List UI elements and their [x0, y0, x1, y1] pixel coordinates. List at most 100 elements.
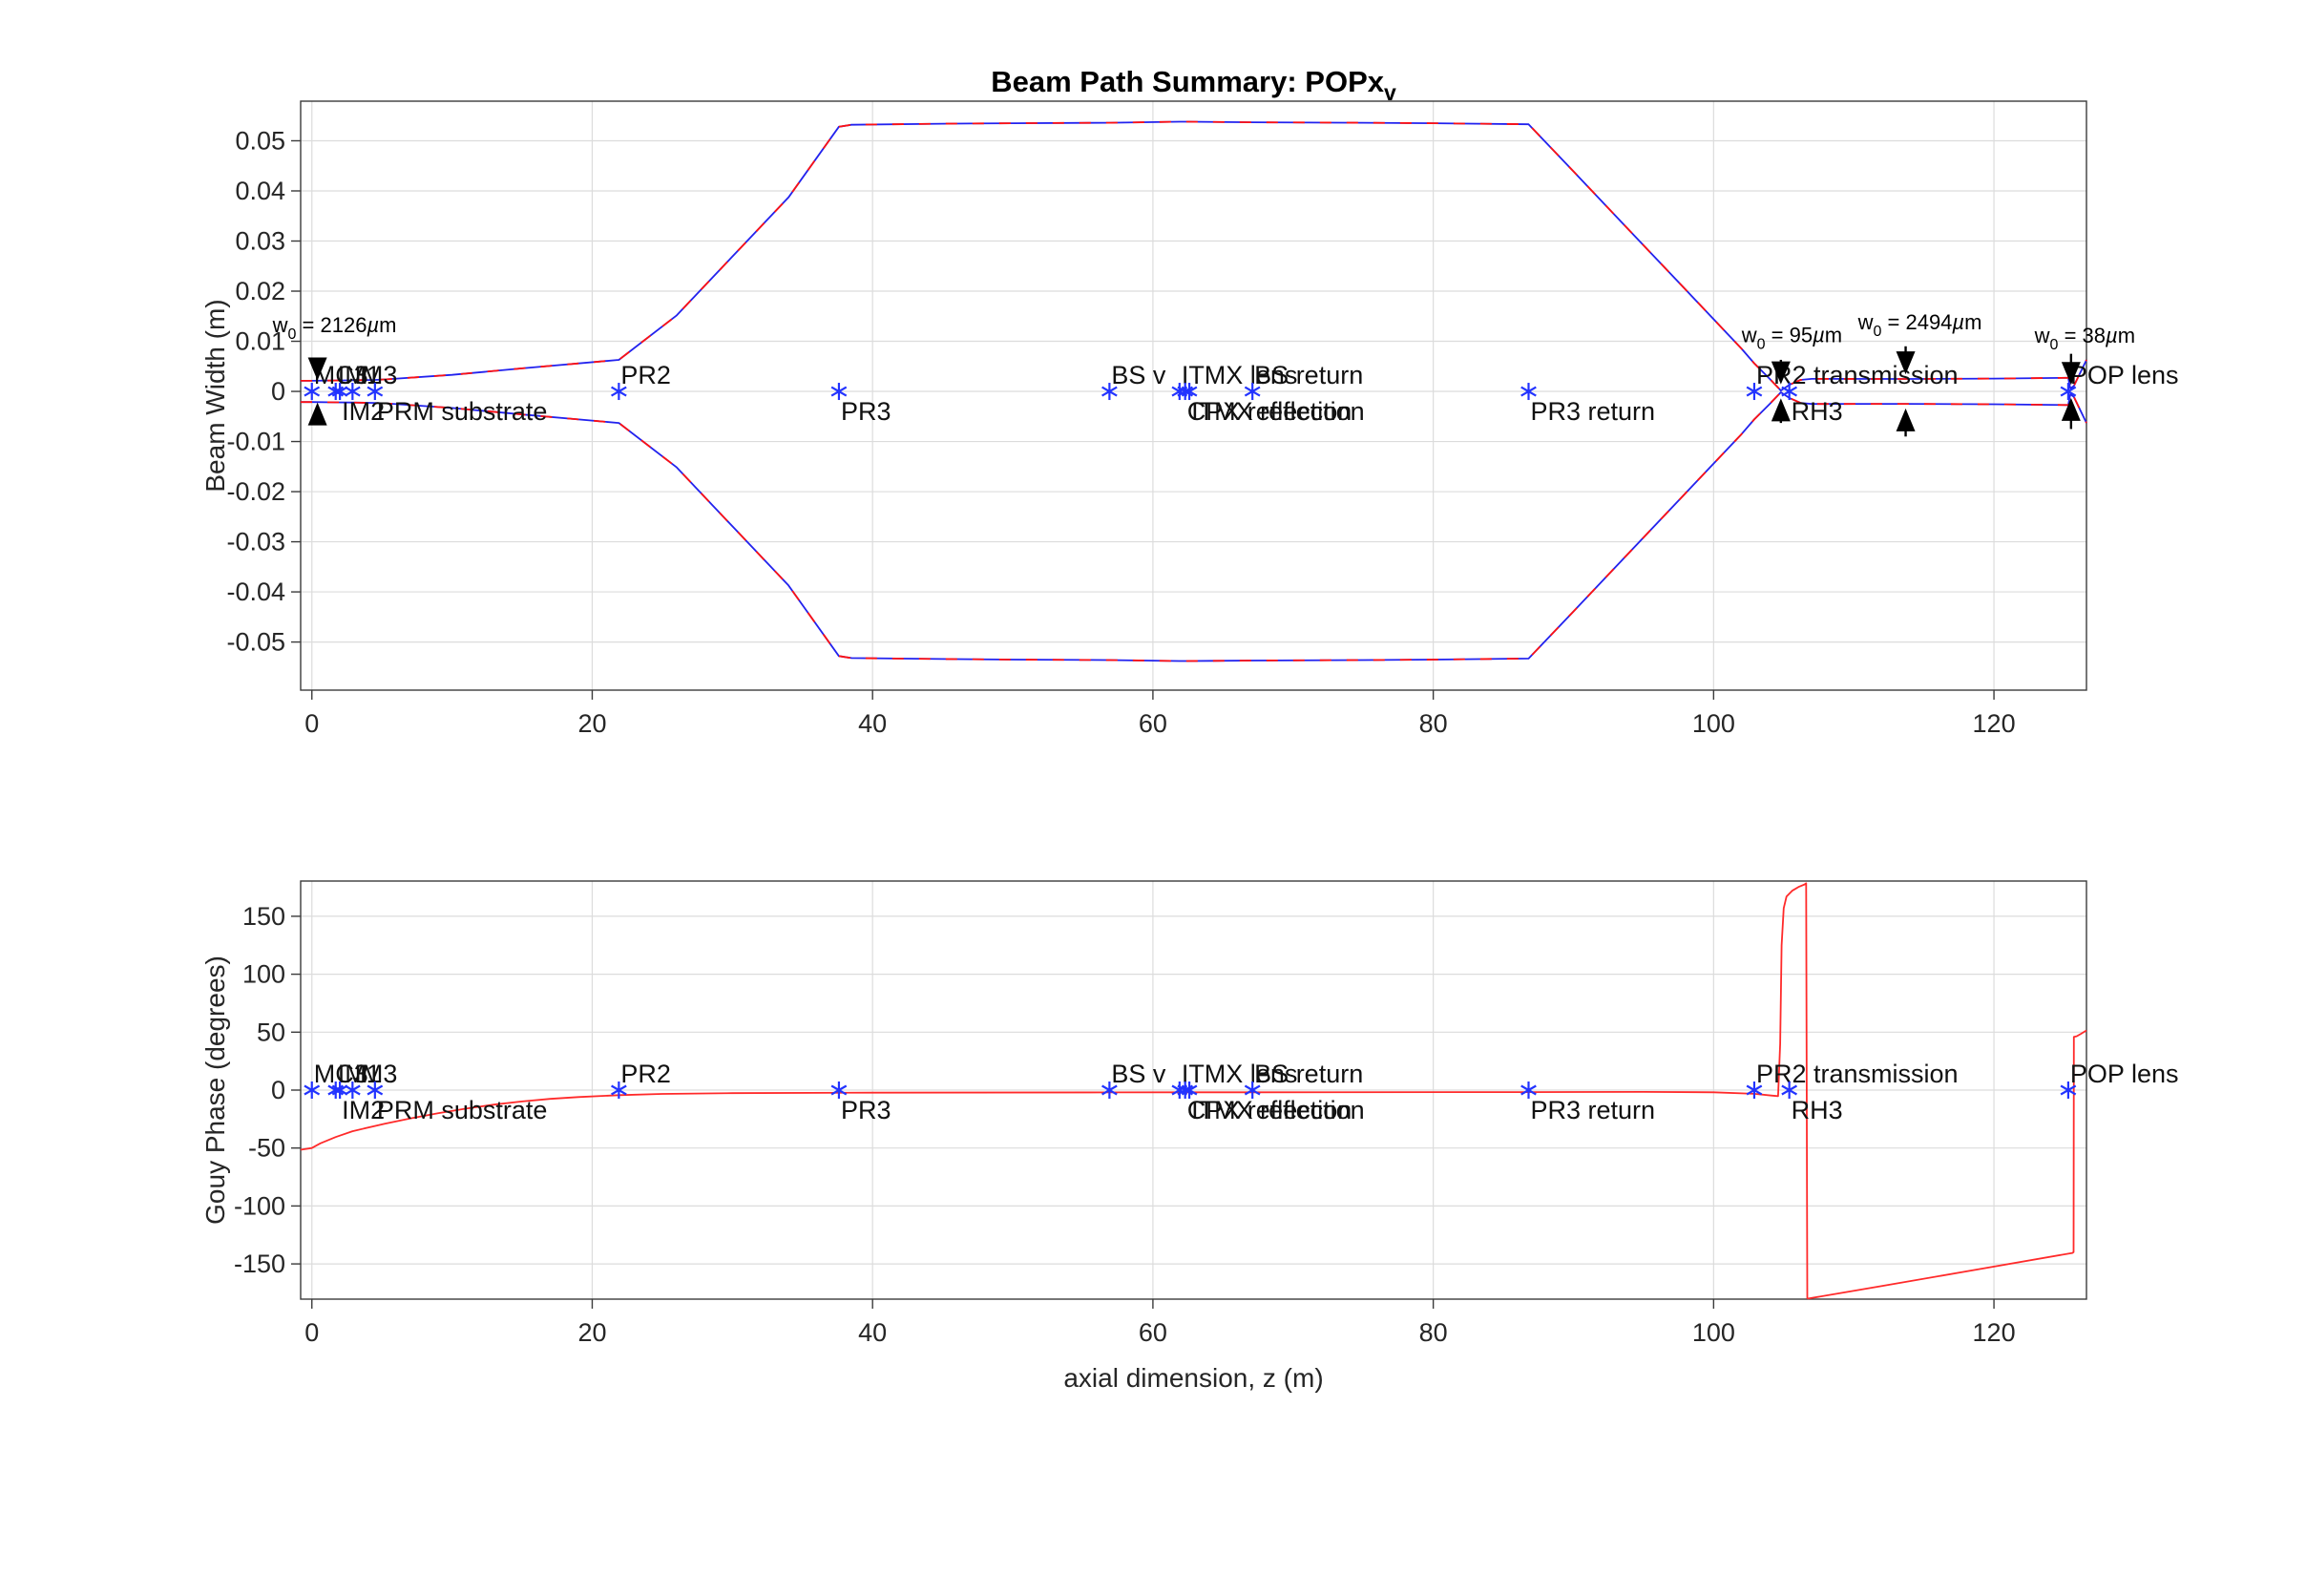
- optic-label: PR2 transmission: [1756, 1060, 1959, 1088]
- optic-marker-spoke: [1520, 386, 1537, 397]
- optic-marker-spoke: [1244, 386, 1261, 397]
- y-tick-label: -0.05: [226, 628, 285, 657]
- waist-arrow-head-down: [1896, 351, 1916, 375]
- beam-envelope-lower-blue: [301, 391, 2087, 662]
- optic-marker-spoke: [1781, 386, 1798, 397]
- optic-marker-spoke: [1746, 386, 1763, 397]
- waist-annotation-text: w0 = 38µm: [2034, 324, 2135, 353]
- waist-annotation-text: w0 = 95µm: [1741, 324, 1842, 353]
- optic-marker-spoke: [830, 1084, 848, 1096]
- y-axis-label: Gouy Phase (degrees): [200, 956, 230, 1225]
- y-tick-label: -0.02: [226, 477, 285, 506]
- y-tick-label: -50: [248, 1134, 285, 1163]
- y-tick-label: -0.03: [226, 528, 285, 556]
- beam-envelope-upper-red: [301, 120, 2087, 392]
- optic-label: RH3: [1792, 1096, 1843, 1124]
- x-tick-label: 20: [577, 1318, 606, 1347]
- optic-marker-spoke: [1101, 386, 1118, 397]
- optic-label: MC3: [314, 1060, 368, 1088]
- y-tick-label: 0.01: [235, 327, 285, 356]
- optic-marker-spoke: [1244, 1084, 1261, 1096]
- waist-annotation-text: w0 = 2126µm: [272, 313, 397, 343]
- y-tick-label: 0.04: [235, 177, 285, 205]
- waist-arrow-head-up: [307, 402, 327, 426]
- optic-marker-spoke: [1101, 1084, 1118, 1096]
- optic-label: IM2: [342, 397, 385, 426]
- chart-title: Beam Path Summary: POPxv: [991, 65, 1396, 105]
- waist-arrow-head-down: [307, 357, 327, 381]
- optic-label: ITMX reflection: [1191, 397, 1365, 426]
- waist-arrow-head-up: [2061, 397, 2081, 421]
- axes-box: [300, 100, 2087, 691]
- x-tick-label: 40: [858, 709, 887, 738]
- waist-arrow-head-down: [1771, 361, 1791, 385]
- optic-label: PR3: [841, 1096, 891, 1124]
- optic-marker-spoke: [304, 1084, 321, 1096]
- y-tick-label: -0.04: [226, 578, 285, 606]
- optic-label: PR3: [841, 397, 891, 426]
- optic-marker-spoke: [1746, 1084, 1763, 1096]
- optic-marker-spoke: [611, 386, 627, 397]
- optic-label: PRM substrate: [377, 1096, 548, 1124]
- optic-marker-spoke: [1181, 386, 1198, 397]
- optic-label: PR3 return: [1530, 397, 1655, 426]
- optic-label: CPX reflection: [1187, 1096, 1352, 1124]
- x-tick-label: 60: [1139, 709, 1167, 738]
- optic-marker-spoke: [1181, 1084, 1198, 1096]
- optic-label: ITMX lens: [1182, 361, 1298, 389]
- beam-envelope-upper-blue: [301, 120, 2087, 392]
- optic-marker-spoke: [830, 386, 848, 397]
- y-tick-label: 100: [242, 960, 285, 989]
- optic-marker-spoke: [344, 386, 361, 397]
- optic-label: ITMX lens: [1182, 1060, 1298, 1088]
- y-tick-label: 0.03: [235, 227, 285, 256]
- optic-label: PR2: [620, 1060, 671, 1088]
- gouy-phase-curve: [300, 882, 2087, 1300]
- y-tick-label: -0.01: [226, 428, 285, 456]
- x-tick-label: 100: [1692, 1318, 1735, 1347]
- x-tick-label: 0: [304, 709, 319, 738]
- optic-label: PR2: [620, 361, 671, 389]
- y-tick-label: 0.05: [235, 126, 285, 155]
- optic-label: POP lens: [2070, 1060, 2179, 1088]
- x-tick-label: 20: [577, 709, 606, 738]
- waist-arrow-head-down: [2061, 362, 2081, 386]
- beam-envelope-lower-red: [301, 391, 2087, 662]
- optic-label: IM1: [338, 1060, 381, 1088]
- x-tick-label: 40: [858, 1318, 887, 1347]
- y-tick-label: 0.02: [235, 277, 285, 305]
- waist-arrow-head-up: [1771, 398, 1791, 422]
- optic-label: CPX reflection: [1187, 397, 1352, 426]
- y-tick-label: -100: [234, 1191, 285, 1220]
- optic-label: BS v: [1111, 361, 1166, 389]
- optic-marker-spoke: [331, 1084, 348, 1096]
- y-tick-label: 0: [271, 377, 285, 406]
- y-axis-label: Beam Width (m): [200, 299, 230, 492]
- optic-label: ITMX reflection: [1191, 1096, 1365, 1124]
- optic-marker-spoke: [1781, 1084, 1798, 1096]
- y-tick-label: 0: [271, 1076, 285, 1104]
- x-axis-label: axial dimension, z (m): [1063, 1363, 1323, 1393]
- x-tick-label: 120: [1973, 709, 2016, 738]
- x-tick-label: 80: [1419, 709, 1448, 738]
- optic-label: IM2: [342, 1096, 385, 1124]
- optic-label: RH3: [1792, 397, 1843, 426]
- optic-label: PRM substrate: [377, 397, 548, 426]
- optic-marker-spoke: [2060, 386, 2077, 397]
- x-tick-label: 60: [1139, 1318, 1167, 1347]
- optic-label: IM1: [338, 361, 381, 389]
- optic-label: BS v: [1111, 1060, 1166, 1088]
- optic-label: BS return: [1254, 1060, 1363, 1088]
- x-tick-label: 120: [1973, 1318, 2016, 1347]
- optic-marker-spoke: [344, 1084, 361, 1096]
- optic-label: POP lens: [2070, 361, 2179, 389]
- x-tick-label: 80: [1419, 1318, 1448, 1347]
- optic-label: BS return: [1254, 361, 1363, 389]
- x-tick-label: 100: [1692, 709, 1735, 738]
- optic-marker-spoke: [331, 386, 348, 397]
- optic-marker-spoke: [367, 386, 384, 397]
- waist-arrow-head-up: [1896, 408, 1916, 431]
- optic-marker-spoke: [304, 386, 321, 397]
